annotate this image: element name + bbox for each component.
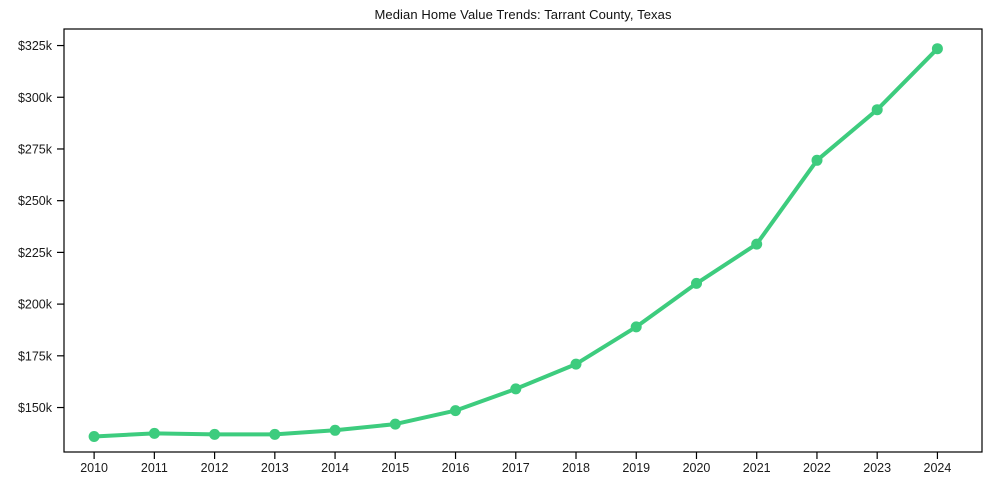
data-point bbox=[88, 431, 100, 442]
x-tick-label: 2012 bbox=[201, 461, 229, 475]
x-tick-label: 2023 bbox=[863, 461, 891, 475]
x-tick-label: 2016 bbox=[442, 461, 470, 475]
x-tick-label: 2022 bbox=[803, 461, 831, 475]
x-tick-label: 2018 bbox=[562, 461, 590, 475]
x-tick-label: 2015 bbox=[381, 461, 409, 475]
data-point bbox=[630, 321, 642, 333]
y-tick-label: $175k bbox=[18, 349, 53, 363]
y-tick-label: $300k bbox=[18, 91, 53, 105]
y-tick-label: $325k bbox=[18, 39, 53, 53]
y-tick-label: $225k bbox=[18, 246, 53, 260]
y-tick-label: $150k bbox=[18, 401, 53, 415]
chart-title: Median Home Value Trends: Tarrant County… bbox=[374, 7, 672, 22]
plot-border bbox=[63, 28, 983, 453]
data-point bbox=[389, 418, 401, 430]
x-tick-label: 2021 bbox=[743, 461, 771, 475]
x-tick-label: 2014 bbox=[321, 461, 349, 475]
x-tick-label: 2013 bbox=[261, 461, 289, 475]
y-tick-label: $200k bbox=[18, 298, 53, 312]
y-tick-label: $275k bbox=[18, 142, 53, 156]
x-tick-label: 2020 bbox=[683, 461, 711, 475]
data-point bbox=[570, 358, 582, 370]
x-tick-label: 2019 bbox=[622, 461, 650, 475]
data-point bbox=[148, 427, 160, 439]
data-point bbox=[450, 405, 461, 417]
x-tick-label: 2017 bbox=[502, 461, 530, 475]
data-point bbox=[329, 424, 341, 436]
data-point bbox=[751, 238, 763, 250]
x-tick-label: 2011 bbox=[141, 461, 168, 475]
y-tick-label: $250k bbox=[18, 194, 53, 208]
data-point bbox=[931, 43, 943, 55]
data-point bbox=[811, 154, 823, 166]
data-point bbox=[510, 383, 522, 395]
data-point bbox=[871, 104, 883, 116]
data-line bbox=[92, 46, 940, 439]
x-tick-label: 2024 bbox=[924, 461, 952, 475]
data-point bbox=[209, 428, 221, 440]
x-tick-label: 2010 bbox=[80, 461, 108, 475]
data-point bbox=[691, 277, 702, 289]
data-point bbox=[269, 428, 281, 440]
